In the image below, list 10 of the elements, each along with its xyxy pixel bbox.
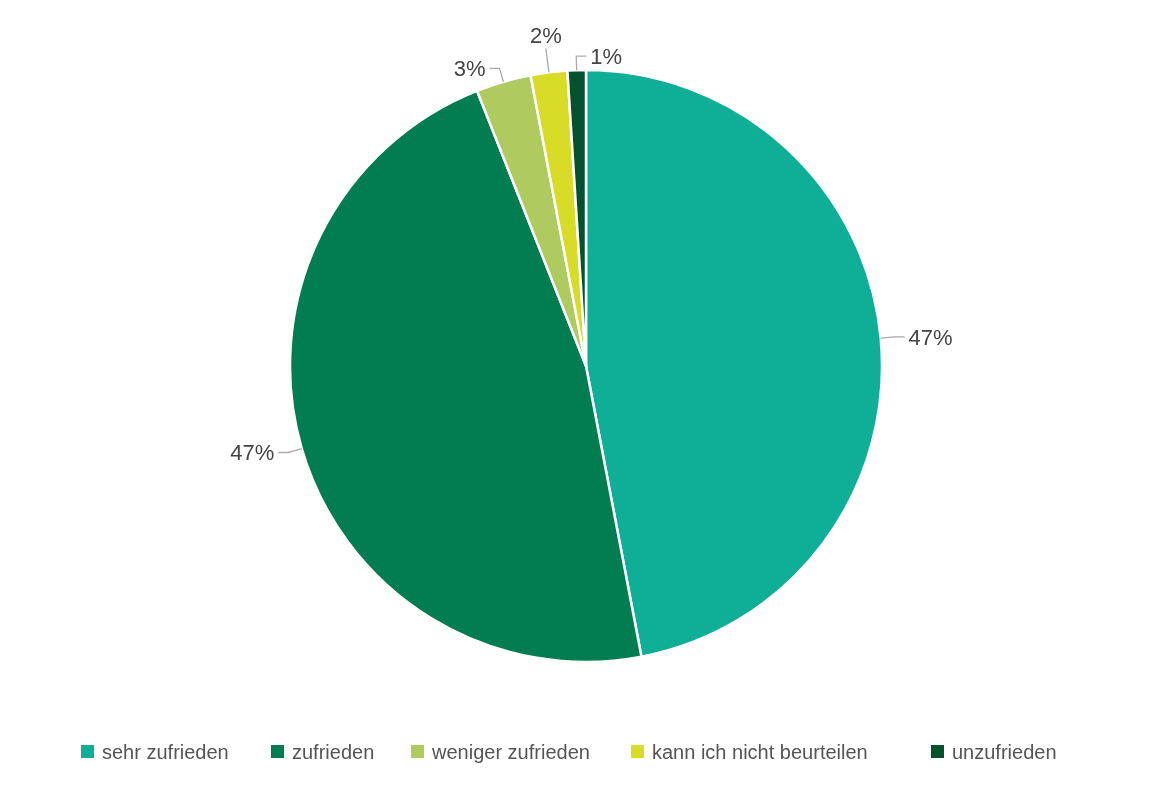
- data-label: 2%: [529, 22, 562, 48]
- data-label: 47%: [230, 440, 275, 466]
- legend-label: sehr zufrieden: [102, 741, 229, 763]
- legend-label: zufrieden: [292, 741, 375, 763]
- legend-label: kann ich nicht beurteilen: [652, 741, 868, 763]
- data-label: 47%: [908, 324, 953, 350]
- data-label: 3%: [453, 56, 486, 82]
- legend-label: unzufrieden: [952, 741, 1057, 763]
- legend-label: weniger zufrieden: [431, 741, 590, 763]
- data-label: 1%: [590, 43, 623, 69]
